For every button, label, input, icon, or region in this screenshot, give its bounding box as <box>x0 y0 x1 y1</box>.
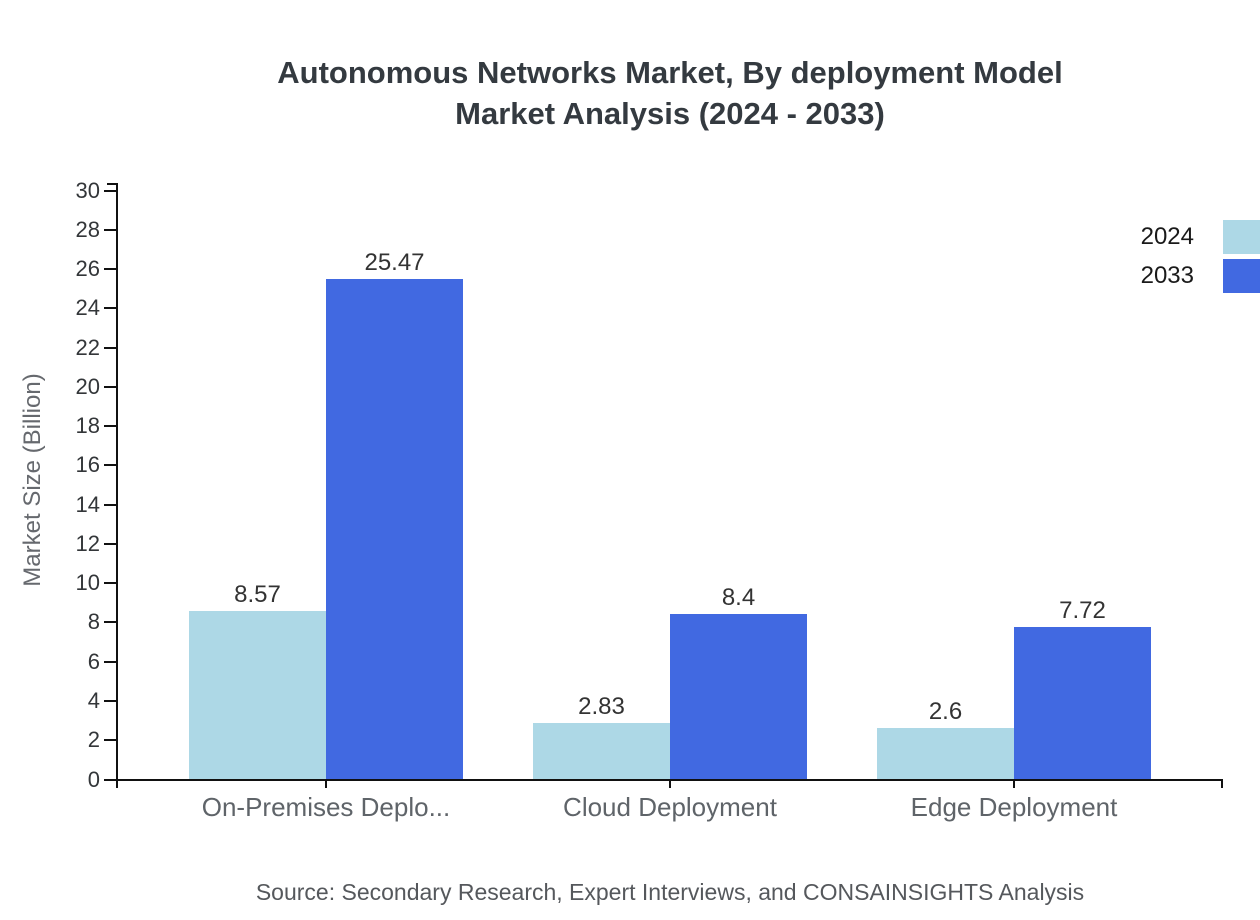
bar-2033-1 <box>326 278 463 779</box>
bar-2033-3 <box>1014 627 1151 779</box>
legend-swatch-2024 <box>1223 220 1260 254</box>
x-tick-mark <box>325 781 327 788</box>
y-tick-mark <box>104 778 116 781</box>
y-tick-mark <box>104 189 116 192</box>
y-tick-label: 8 <box>87 609 100 635</box>
chart-title-line2: Market Analysis (2024 - 2033) <box>455 96 885 131</box>
legend-label-2024: 2024 <box>1140 223 1194 250</box>
y-tick-mark <box>104 739 116 742</box>
x-axis-right-outer-tick <box>1221 781 1223 788</box>
legend: 2024 2033 <box>1141 220 1260 298</box>
y-tick-mark <box>104 621 116 624</box>
y-tick-label: 14 <box>75 491 100 517</box>
y-tick-mark <box>104 542 116 545</box>
y-tick-mark <box>104 425 116 428</box>
bar-value-label: 25.47 <box>364 248 425 276</box>
y-tick-label: 6 <box>87 648 100 674</box>
y-tick-label: 24 <box>75 295 100 321</box>
y-tick-label: 18 <box>75 413 100 439</box>
y-tick-mark <box>104 268 116 271</box>
bar-2024-3 <box>877 727 1014 779</box>
y-axis-top-cap <box>107 183 116 185</box>
bar-value-label: 2.83 <box>578 693 625 721</box>
bar-2033-2 <box>670 614 807 779</box>
y-tick-label: 2 <box>87 727 100 753</box>
y-tick-label: 28 <box>75 216 100 242</box>
y-axis-line <box>116 183 118 781</box>
y-tick-label: 0 <box>87 766 100 792</box>
bar-value-label: 7.72 <box>1059 597 1106 625</box>
legend-label-2033: 2033 <box>1140 262 1194 289</box>
y-tick-mark <box>104 385 116 388</box>
y-tick-label: 12 <box>75 530 100 556</box>
source-note: Source: Secondary Research, Expert Inter… <box>255 879 1085 905</box>
chart-title-line1: Autonomous Networks Market, By deploymen… <box>277 55 1063 90</box>
category-label-2: Cloud Deployment <box>563 792 777 822</box>
bar-value-label: 8.4 <box>721 584 756 612</box>
x-tick-mark <box>669 781 671 788</box>
y-tick-label: 20 <box>75 373 100 399</box>
y-tick-label: 10 <box>75 570 100 596</box>
y-tick-label: 26 <box>75 256 100 282</box>
y-tick-mark <box>104 464 116 467</box>
y-tick-label: 30 <box>75 177 100 203</box>
legend-item-2033[interactable]: 2033 <box>1141 259 1260 293</box>
bar-2024-1 <box>189 610 326 779</box>
x-tick-mark <box>1013 781 1015 788</box>
chart-title: Autonomous Networks Market, By deploymen… <box>80 52 1260 134</box>
legend-swatch-2033 <box>1223 259 1260 293</box>
bar-value-label: 8.57 <box>234 580 281 608</box>
legend-item-2024[interactable]: 2024 <box>1141 220 1260 254</box>
y-tick-mark <box>104 699 116 702</box>
y-tick-mark <box>104 660 116 663</box>
y-tick-label: 22 <box>75 334 100 360</box>
x-axis-line <box>116 779 1223 781</box>
y-tick-mark <box>104 346 116 349</box>
y-tick-mark <box>104 228 116 231</box>
y-tick-mark <box>104 503 116 506</box>
y-tick-mark <box>104 307 116 310</box>
y-tick-label: 4 <box>87 687 100 713</box>
category-label-1: On-Premises Deplo... <box>201 792 451 822</box>
y-tick-label: 16 <box>75 452 100 478</box>
category-label-3: Edge Deployment <box>910 792 1118 822</box>
bar-2024-2 <box>533 723 670 779</box>
x-axis-left-outer-tick <box>116 781 118 788</box>
y-tick-mark <box>104 582 116 585</box>
bar-value-label: 2.6 <box>928 697 963 725</box>
